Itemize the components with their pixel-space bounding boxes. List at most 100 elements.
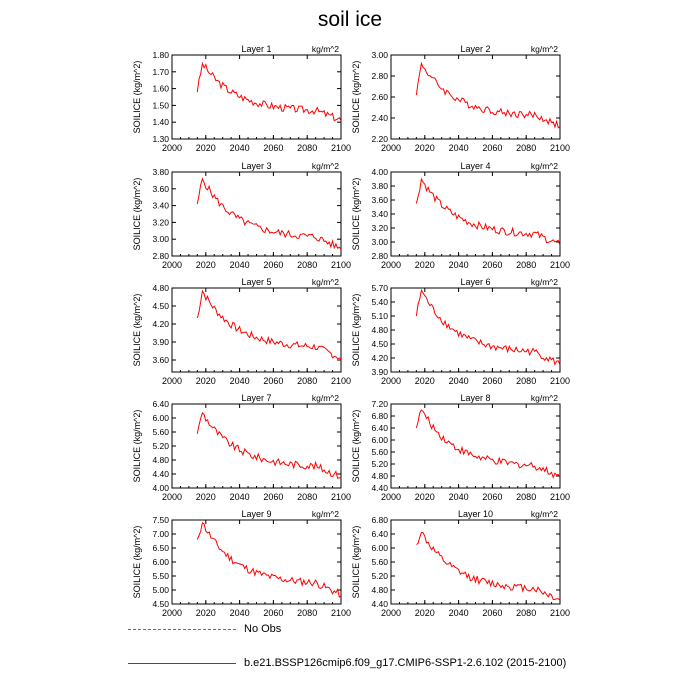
x-tick-label: 2020 [415, 376, 435, 386]
y-tick-label: 1.80 [152, 50, 169, 60]
plot-frame [171, 171, 342, 257]
x-tick-label: 2080 [297, 492, 317, 502]
x-tick-label: 2000 [162, 492, 182, 502]
y-tick-label: 3.60 [152, 355, 169, 365]
y-tick-label: 4.00 [371, 167, 388, 177]
x-tick-label: 2080 [516, 376, 536, 386]
panel-title: Layer 3 [241, 161, 271, 171]
y-tick-label: 2.80 [371, 71, 388, 81]
x-tick-label: 2040 [449, 376, 469, 386]
y-tick-label: 3.40 [371, 209, 388, 219]
panel-title: Layer 10 [458, 509, 493, 519]
x-tick-label: 2040 [230, 376, 250, 386]
y-tick-label: 3.20 [371, 223, 388, 233]
x-tick-label: 2000 [162, 260, 182, 270]
panel-title: Layer 9 [241, 509, 271, 519]
y-tick-label: 6.00 [371, 435, 388, 445]
x-tick-label: 2000 [381, 376, 401, 386]
chart-panel-layer-2: 2000 2020 2040 2060 2080 2100 2.20 2.40 2.60 2.80… [351, 44, 570, 153]
x-tick-label: 2080 [516, 608, 536, 618]
y-tick-label: 7.50 [152, 515, 169, 525]
y-axis-label: SOILICE (kg/m^2) [351, 61, 361, 134]
y-tick-label: 1.70 [152, 67, 169, 77]
x-tick-label: 2100 [550, 143, 570, 153]
y-tick-label: 2.80 [152, 251, 169, 261]
y-tick-label: 3.00 [371, 237, 388, 247]
x-tick-label: 2080 [516, 260, 536, 270]
panel-units: kg/m^2 [312, 509, 339, 519]
y-tick-label: 3.60 [152, 184, 169, 194]
y-tick-label: 2.20 [371, 134, 388, 144]
y-tick-label: 3.80 [371, 181, 388, 191]
panel-units: kg/m^2 [531, 161, 558, 171]
y-tick-label: 5.20 [371, 571, 388, 581]
legend-obs-label: No Obs [244, 623, 282, 635]
panel-title: Layer 1 [241, 44, 271, 54]
y-tick-label: 2.60 [371, 92, 388, 102]
x-tick-label: 2020 [196, 376, 216, 386]
chart-panel-layer-3: 2000 2020 2040 2060 2080 2100 2.80 3.00 3.20 3.40… [132, 161, 351, 270]
y-axis-label: SOILICE (kg/m^2) [132, 178, 142, 251]
x-tick-label: 2000 [381, 260, 401, 270]
y-tick-label: 4.40 [371, 599, 388, 609]
x-tick-label: 2100 [331, 492, 351, 502]
legend-model-label: b.e21.BSSP126cmip6.f09_g17.CMIP6-SSP1-2.… [244, 657, 567, 669]
panel-units: kg/m^2 [531, 393, 558, 403]
x-tick-label: 2060 [482, 608, 502, 618]
x-tick-label: 2060 [482, 492, 502, 502]
series-line [196, 411, 342, 479]
x-tick-label: 2020 [415, 143, 435, 153]
x-tick-label: 2000 [381, 608, 401, 618]
y-tick-label: 4.00 [152, 483, 169, 493]
x-tick-label: 2060 [482, 376, 502, 386]
y-tick-label: 6.00 [152, 557, 169, 567]
plot-frame [171, 519, 342, 605]
series-line [416, 531, 561, 601]
x-tick-label: 2040 [230, 492, 250, 502]
x-tick-label: 2040 [230, 608, 250, 618]
y-tick-label: 1.60 [152, 84, 169, 94]
y-tick-label: 6.00 [371, 543, 388, 553]
y-axis-label: SOILICE (kg/m^2) [132, 294, 142, 367]
y-tick-label: 6.50 [152, 543, 169, 553]
x-tick-label: 2060 [482, 260, 502, 270]
panel-units: kg/m^2 [312, 161, 339, 171]
y-tick-label: 5.10 [371, 311, 388, 321]
x-tick-label: 2040 [449, 608, 469, 618]
y-tick-label: 6.80 [371, 411, 388, 421]
y-axis-label: SOILICE (kg/m^2) [351, 178, 361, 251]
x-tick-label: 2000 [381, 492, 401, 502]
panel-units: kg/m^2 [312, 393, 339, 403]
plot-frame [390, 54, 561, 140]
y-tick-label: 5.00 [152, 585, 169, 595]
panel-units: kg/m^2 [531, 277, 558, 287]
x-tick-label: 2020 [196, 608, 216, 618]
series-line [196, 177, 342, 250]
x-tick-label: 2020 [415, 492, 435, 502]
x-tick-label: 2080 [297, 260, 317, 270]
x-tick-label: 2020 [415, 260, 435, 270]
y-tick-label: 6.40 [152, 399, 169, 409]
legend-obs-line [128, 629, 236, 630]
x-tick-label: 2020 [415, 608, 435, 618]
x-tick-label: 2100 [331, 260, 351, 270]
y-axis-label: SOILICE (kg/m^2) [132, 61, 142, 134]
chart-panel-layer-7: 2000 2020 2040 2060 2080 2100 4.00 4.40 4.80 5.20… [132, 393, 351, 502]
y-tick-label: 4.40 [152, 469, 169, 479]
y-tick-label: 1.50 [152, 100, 169, 110]
x-tick-label: 2100 [331, 143, 351, 153]
y-tick-label: 1.30 [152, 134, 169, 144]
panel-title: Layer 2 [460, 44, 490, 54]
y-tick-label: 4.80 [371, 585, 388, 595]
y-tick-label: 4.20 [152, 319, 169, 329]
x-tick-label: 2020 [196, 492, 216, 502]
panel-title: Layer 4 [460, 161, 490, 171]
chart-panel-layer-1: 2000 2020 2040 2060 2080 2100 1.30 1.40 1.50 1.60… [132, 44, 351, 153]
x-tick-label: 2100 [331, 376, 351, 386]
x-tick-label: 2000 [162, 376, 182, 386]
y-tick-label: 6.40 [371, 529, 388, 539]
y-tick-label: 3.00 [152, 234, 169, 244]
y-tick-label: 3.60 [371, 195, 388, 205]
y-tick-label: 7.20 [371, 399, 388, 409]
